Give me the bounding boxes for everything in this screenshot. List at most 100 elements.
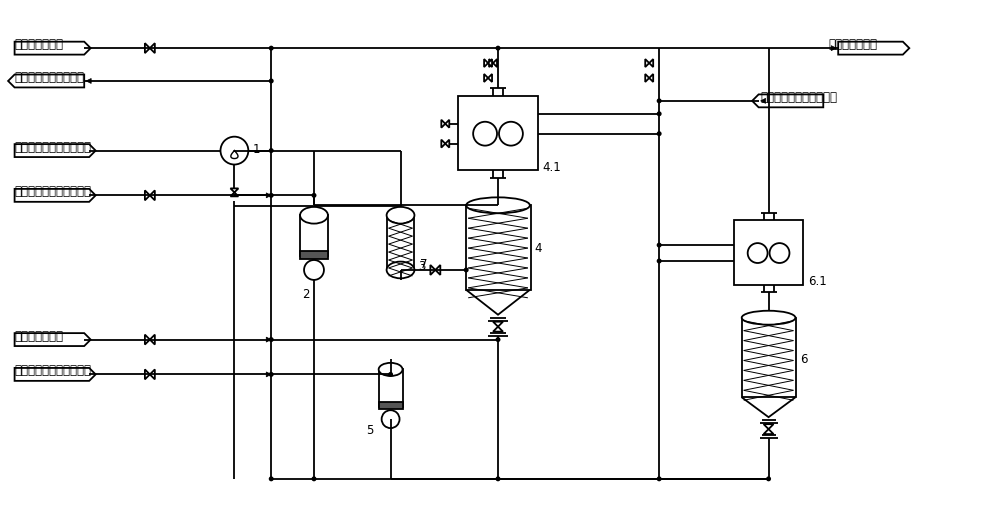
Polygon shape [15,144,96,157]
Text: 高压蒸汽自管网: 高压蒸汽自管网 [15,330,64,343]
Text: 锅炉水来自锅炉水预热器: 锅炉水来自锅炉水预热器 [15,185,92,199]
Polygon shape [761,99,766,103]
Polygon shape [441,140,445,148]
Polygon shape [484,59,488,67]
Polygon shape [445,140,449,148]
Polygon shape [15,333,91,346]
Polygon shape [145,335,150,345]
Circle shape [312,476,316,482]
Polygon shape [266,372,271,377]
Polygon shape [150,43,155,53]
Text: 4: 4 [535,242,542,255]
Circle shape [657,99,662,103]
Circle shape [304,260,324,280]
Polygon shape [831,46,836,51]
Circle shape [657,111,662,116]
Polygon shape [430,265,435,275]
Polygon shape [645,74,649,82]
Polygon shape [86,79,91,83]
Ellipse shape [300,207,328,224]
Ellipse shape [387,261,414,278]
Text: 5: 5 [366,424,373,437]
Bar [734,220,803,285]
Polygon shape [838,42,909,54]
Polygon shape [649,59,653,67]
Text: 矿热炉尾气自精脱硫工段: 矿热炉尾气自精脱硫工段 [15,140,92,154]
Circle shape [269,79,274,83]
Text: 1: 1 [252,143,260,156]
Text: 3: 3 [418,260,426,273]
Circle shape [473,122,497,146]
Polygon shape [441,120,445,128]
Bar [379,369,403,407]
Polygon shape [145,43,150,53]
Bar [466,205,531,290]
Bar [300,215,328,256]
Polygon shape [15,368,96,381]
Circle shape [496,476,500,482]
Bar [379,402,403,409]
Circle shape [770,243,789,263]
Text: 6.1: 6.1 [808,275,827,288]
Polygon shape [445,120,449,128]
Polygon shape [150,369,155,379]
Polygon shape [488,59,492,67]
Polygon shape [752,94,823,107]
Circle shape [388,372,393,377]
Text: 锅炉水来自锅炉水预热器: 锅炉水来自锅炉水预热器 [761,91,838,104]
Polygon shape [764,424,774,429]
Text: 2: 2 [302,288,310,301]
Text: 6: 6 [800,353,808,366]
Polygon shape [493,326,503,332]
Text: 高压蒸汽自管网: 高压蒸汽自管网 [15,38,64,51]
Text: 锅炉水来自锅炉水预热器: 锅炉水来自锅炉水预热器 [15,365,92,377]
Circle shape [499,122,523,146]
Circle shape [312,193,316,198]
Polygon shape [150,190,155,200]
Circle shape [657,476,662,482]
Circle shape [269,46,274,51]
Circle shape [269,476,274,482]
Circle shape [657,243,662,247]
Polygon shape [266,193,271,198]
Circle shape [382,410,400,428]
Polygon shape [484,74,488,82]
Circle shape [269,193,274,198]
Circle shape [657,131,662,136]
Bar [458,96,538,170]
Circle shape [220,137,248,165]
Circle shape [269,148,274,153]
Polygon shape [150,335,155,345]
Polygon shape [488,74,492,82]
Polygon shape [649,74,653,82]
Ellipse shape [466,198,530,213]
Text: 7: 7 [420,258,428,271]
Ellipse shape [387,207,414,224]
Polygon shape [493,322,503,326]
Text: 变换气去锅炉水预热器: 变换气去锅炉水预热器 [15,71,85,84]
Polygon shape [645,59,649,67]
Text: 4.1: 4.1 [543,160,562,173]
Circle shape [496,337,500,342]
Ellipse shape [742,311,795,325]
Polygon shape [489,59,493,67]
Polygon shape [145,190,150,200]
Polygon shape [435,265,440,275]
Circle shape [496,46,500,51]
Text: 蒸汽去蒸汽管网: 蒸汽去蒸汽管网 [828,38,877,51]
Polygon shape [15,42,91,54]
Polygon shape [230,192,238,196]
Polygon shape [764,429,774,434]
Polygon shape [8,74,84,88]
Circle shape [657,258,662,264]
Circle shape [269,372,274,377]
Polygon shape [266,337,271,342]
Bar [387,215,414,270]
Polygon shape [15,189,96,202]
Circle shape [766,476,771,482]
Polygon shape [493,59,497,67]
Circle shape [464,267,469,272]
Ellipse shape [379,363,403,376]
Bar [742,318,796,397]
Circle shape [269,337,274,342]
